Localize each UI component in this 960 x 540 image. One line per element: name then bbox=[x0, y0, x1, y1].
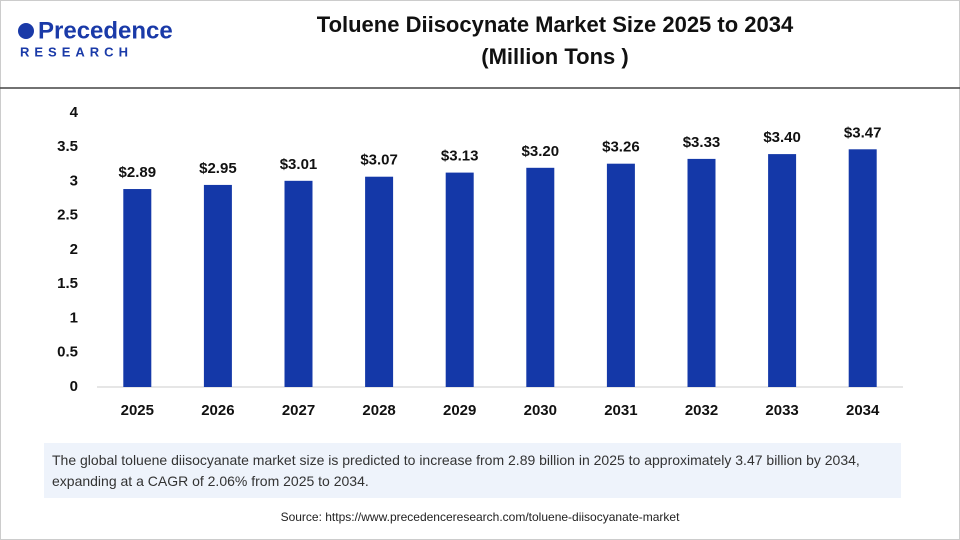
y-tick-label: 4 bbox=[70, 104, 79, 121]
bar bbox=[606, 163, 635, 387]
bar bbox=[445, 172, 474, 387]
y-tick-label: 3.5 bbox=[57, 138, 78, 155]
x-tick-label: 2032 bbox=[685, 402, 718, 419]
x-tick-label: 2029 bbox=[443, 402, 476, 419]
y-tick-label: 1 bbox=[70, 309, 78, 326]
value-label: $3.47 bbox=[844, 124, 882, 141]
value-label: $3.26 bbox=[602, 139, 640, 156]
bar bbox=[284, 180, 313, 387]
bar bbox=[365, 176, 394, 387]
x-tick-label: 2033 bbox=[765, 402, 798, 419]
x-tick-label: 2034 bbox=[846, 402, 880, 419]
bar bbox=[123, 189, 152, 387]
value-label: $3.40 bbox=[763, 129, 801, 146]
chart-subtitle: (Million Tons ) bbox=[481, 44, 628, 69]
bar bbox=[768, 154, 797, 387]
logo-sub: RESEARCH bbox=[20, 44, 133, 59]
logo-icon bbox=[18, 23, 34, 39]
bar bbox=[526, 167, 555, 387]
value-label: $3.07 bbox=[360, 152, 398, 169]
chart-title: Toluene Diisocynate Market Size 2025 to … bbox=[317, 12, 794, 37]
value-label: $3.01 bbox=[280, 156, 318, 173]
y-tick-label: 0 bbox=[70, 378, 78, 395]
bar bbox=[687, 158, 716, 387]
value-label: $2.89 bbox=[119, 164, 157, 181]
x-tick-label: 2028 bbox=[362, 402, 395, 419]
value-label: $3.20 bbox=[522, 143, 560, 160]
x-tick-label: 2027 bbox=[282, 402, 315, 419]
logo-name: Precedence bbox=[38, 17, 173, 44]
bar bbox=[848, 149, 877, 387]
x-tick-label: 2030 bbox=[524, 402, 557, 419]
value-label: $2.95 bbox=[199, 160, 237, 177]
x-tick-label: 2025 bbox=[121, 402, 154, 419]
value-label: $3.33 bbox=[683, 134, 721, 151]
x-tick-label: 2031 bbox=[604, 402, 637, 419]
bar bbox=[203, 184, 232, 387]
y-tick-label: 3 bbox=[70, 172, 78, 189]
y-tick-label: 2.5 bbox=[57, 207, 78, 224]
x-tick-label: 2026 bbox=[201, 402, 234, 419]
description: The global toluene diisocyanate market s… bbox=[44, 443, 901, 498]
y-tick-label: 0.5 bbox=[57, 344, 78, 361]
y-tick-label: 2 bbox=[70, 241, 78, 258]
value-label: $3.13 bbox=[441, 148, 479, 165]
y-tick-label: 1.5 bbox=[57, 275, 78, 292]
source: Source: https://www.precedenceresearch.c… bbox=[281, 510, 681, 524]
